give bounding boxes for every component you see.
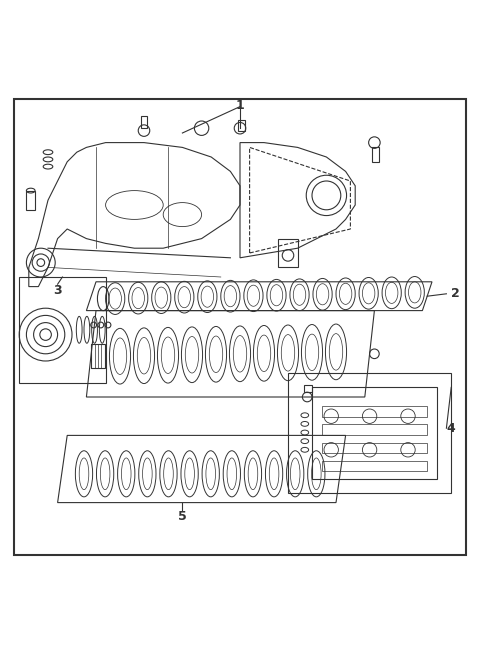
Text: 2: 2 bbox=[451, 287, 460, 300]
Bar bbox=[304, 385, 312, 392]
Bar bbox=[312, 387, 437, 478]
Bar bbox=[288, 373, 451, 493]
Text: 4: 4 bbox=[446, 422, 455, 435]
Text: 5: 5 bbox=[178, 510, 187, 523]
Bar bbox=[19, 277, 106, 383]
Bar bbox=[278, 239, 298, 267]
Bar bbox=[238, 120, 245, 131]
Bar bbox=[372, 148, 379, 162]
Bar bbox=[322, 424, 427, 435]
Bar bbox=[322, 443, 427, 453]
Text: 1: 1 bbox=[236, 99, 244, 112]
Bar bbox=[141, 116, 147, 128]
Bar bbox=[26, 190, 35, 210]
Bar bbox=[322, 406, 427, 417]
Bar bbox=[322, 461, 427, 471]
Bar bbox=[91, 344, 105, 368]
Text: 3: 3 bbox=[53, 284, 62, 297]
